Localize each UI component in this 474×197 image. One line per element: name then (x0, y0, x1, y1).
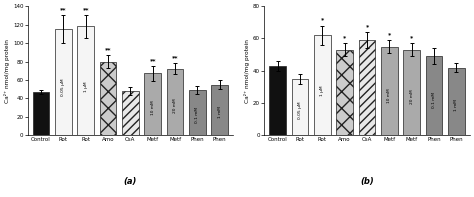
Y-axis label: Ca²⁺ nmol/mg protein: Ca²⁺ nmol/mg protein (244, 39, 250, 103)
Text: 0.1 mM: 0.1 mM (432, 92, 436, 108)
Text: *: * (321, 17, 324, 22)
Bar (122, 91, 139, 135)
Text: *: * (343, 35, 346, 40)
Bar (359, 40, 375, 135)
Bar (55, 29, 72, 135)
Y-axis label: Ca²⁺ nmol/mg protein: Ca²⁺ nmol/mg protein (4, 39, 10, 103)
Bar (189, 90, 206, 135)
Text: **: ** (60, 7, 67, 12)
Bar (381, 46, 398, 135)
Text: **: ** (105, 47, 111, 52)
Bar (337, 50, 353, 135)
Text: 0.05 μM: 0.05 μM (61, 79, 65, 96)
Text: 0.1 mM: 0.1 mM (195, 107, 200, 123)
Bar (269, 66, 286, 135)
Bar (426, 56, 442, 135)
Text: **: ** (82, 7, 89, 12)
Text: 1 μM: 1 μM (84, 81, 88, 92)
Bar (167, 69, 183, 135)
Bar (33, 92, 49, 135)
Text: *: * (388, 32, 391, 37)
Text: 10 mM: 10 mM (151, 100, 155, 115)
Text: 1 mM: 1 mM (455, 99, 458, 111)
Bar (448, 68, 465, 135)
Bar (314, 35, 331, 135)
Text: 1 μM: 1 μM (320, 85, 324, 96)
Bar (77, 26, 94, 135)
Text: 20 mM: 20 mM (173, 98, 177, 113)
Text: 20 mM: 20 mM (410, 89, 414, 104)
Text: *: * (365, 24, 369, 29)
Bar (292, 79, 309, 135)
Text: 1 mM: 1 mM (218, 106, 222, 118)
Text: (a): (a) (124, 177, 137, 186)
Text: *: * (410, 35, 413, 40)
Text: 10 mM: 10 mM (387, 88, 392, 103)
Bar (100, 61, 117, 135)
Text: **: ** (172, 55, 178, 60)
Bar (145, 73, 161, 135)
Text: 0.05 μM: 0.05 μM (298, 101, 302, 119)
Text: **: ** (149, 58, 156, 63)
Bar (211, 85, 228, 135)
Text: (b): (b) (360, 177, 374, 186)
Bar (403, 50, 420, 135)
